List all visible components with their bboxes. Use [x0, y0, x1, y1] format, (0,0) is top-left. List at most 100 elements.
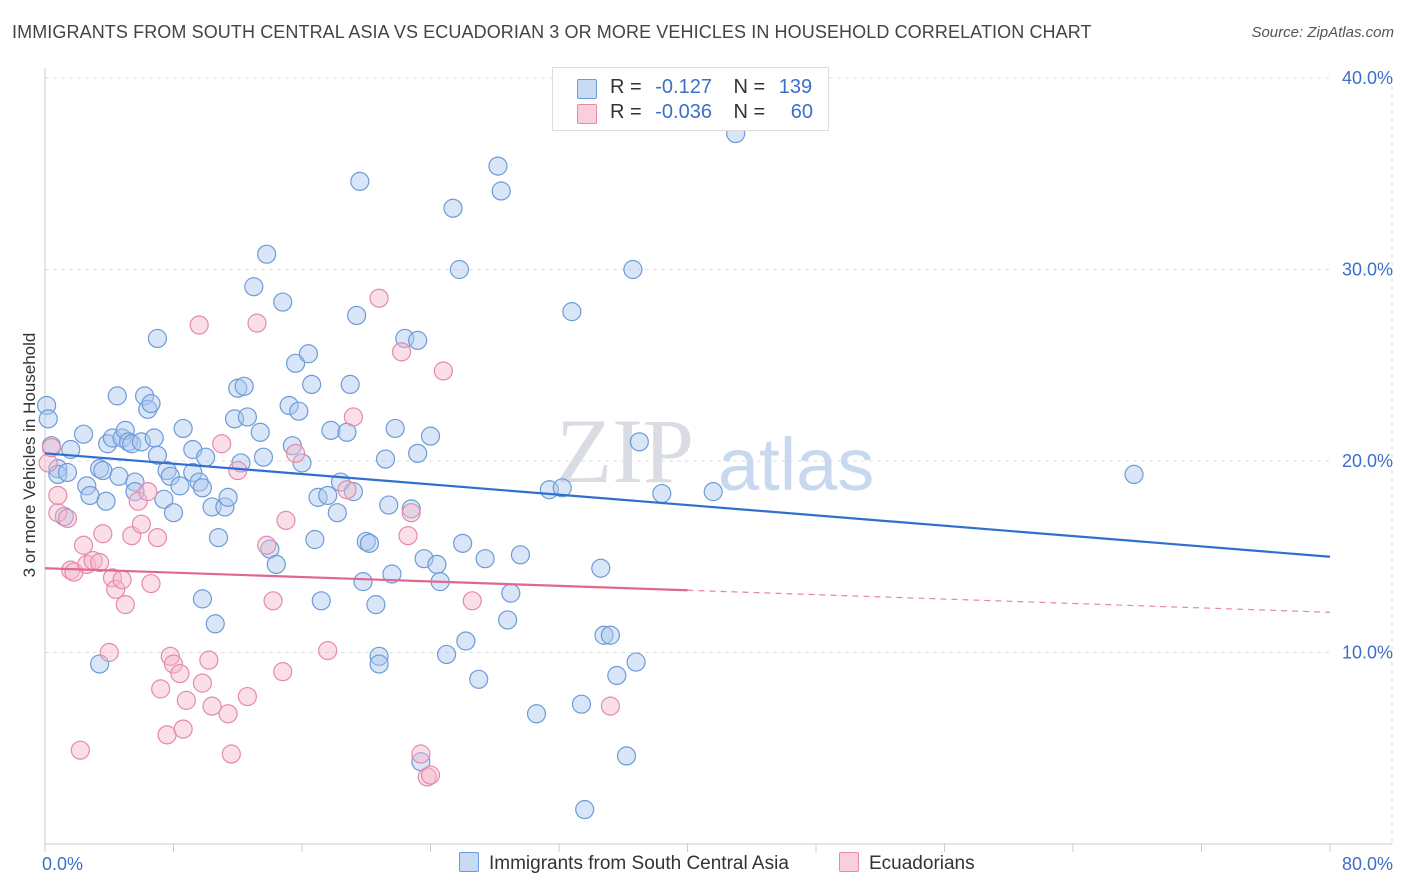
pink-trend-line — [44, 567, 688, 592]
blue-point-125 — [652, 483, 672, 504]
pink-point-25 — [157, 725, 177, 745]
blue-point-1 — [38, 409, 58, 429]
blue-point-67 — [302, 374, 322, 394]
blue-point-110 — [510, 545, 531, 565]
blue-point-89 — [385, 418, 405, 439]
blue-point-102 — [453, 533, 473, 553]
pink-point-50 — [391, 342, 412, 362]
pink-point-46 — [318, 640, 338, 661]
pink-point-14 — [102, 568, 123, 588]
legend-row-pink: R = -0.036 N = 60 — [553, 101, 828, 125]
blue-point-121 — [616, 746, 637, 766]
legend-row-blue: R = -0.127 N = 139 — [553, 76, 828, 100]
blue-point-31 — [147, 328, 168, 349]
pink-point-30 — [176, 690, 196, 710]
blue-point-59 — [266, 554, 286, 575]
pink-point-39 — [237, 686, 257, 707]
pink-point-13 — [99, 642, 119, 663]
blue-point-55 — [250, 422, 270, 442]
blue-point-43 — [196, 447, 216, 467]
blue-point-14 — [96, 491, 116, 511]
pink-point-48 — [343, 407, 363, 427]
blue-point-101 — [449, 259, 470, 280]
blue-point-33 — [157, 460, 177, 481]
blue-point-56 — [253, 447, 274, 467]
pink-point-22 — [141, 573, 161, 594]
pink-point-33 — [199, 650, 219, 670]
legend-pink-n-value: 60 — [790, 101, 814, 123]
blue-point-5 — [57, 462, 78, 483]
series-legend-pink-swatch — [839, 852, 859, 872]
pink-point-37 — [221, 744, 241, 764]
blue-point-103 — [456, 631, 476, 651]
blue-point-29 — [144, 428, 164, 448]
blue-point-54 — [244, 277, 264, 297]
x-tick-label-0: 0.0% — [42, 854, 83, 874]
blue-point-113 — [552, 478, 572, 498]
pink-point-41 — [257, 535, 277, 555]
watermark-atlas: atlas — [718, 423, 874, 506]
pink-point-20 — [131, 514, 151, 534]
blue-point-78 — [347, 305, 367, 326]
blue-point-69 — [308, 487, 328, 507]
series-legend: Immigrants from South Central Asia Ecuad… — [0, 852, 1406, 876]
correlation-legend: R = -0.127 N = 139 R = -0.036 N = 60 — [552, 67, 829, 131]
blue-point-60 — [273, 292, 293, 312]
blue-point-81 — [356, 531, 376, 552]
pink-point-58 — [600, 696, 621, 716]
blue-point-76 — [340, 374, 360, 394]
x-tick-label-1: 80.0% — [1342, 854, 1393, 874]
blue-point-12 — [93, 460, 113, 481]
y-axis-title: 3 or more Vehicles in Household — [20, 332, 39, 578]
legend-blue-r-value: -0.127 — [655, 76, 712, 98]
pink-point-34 — [202, 696, 222, 716]
pink-point-54 — [417, 767, 437, 787]
series-legend-blue-swatch — [459, 852, 479, 872]
legend-pink-r-label: R = — [610, 101, 642, 123]
blue-point-109 — [501, 583, 521, 603]
blue-point-51 — [231, 453, 251, 473]
blue-point-100 — [443, 198, 463, 218]
blue-point-96 — [420, 426, 441, 446]
y-tick-label-3: 40.0% — [1342, 68, 1393, 88]
pink-point-27 — [163, 654, 184, 674]
blue-point-99 — [436, 644, 457, 665]
blue-point-28 — [141, 393, 161, 414]
pink-trend-line-extension — [687, 589, 1331, 613]
series-legend-blue: Immigrants from South Central Asia — [459, 852, 789, 875]
blue-point-10 — [80, 485, 100, 506]
pink-point-29 — [173, 719, 193, 739]
blue-point-83 — [366, 595, 386, 615]
pink-point-15 — [106, 579, 126, 599]
blue-point-117 — [591, 558, 611, 578]
series-legend-pink-label: Ecuadorians — [869, 853, 975, 874]
y-tick-label-0: 10.0% — [1342, 643, 1393, 663]
pink-point-26 — [160, 646, 180, 666]
legend-blue-n-value: 139 — [778, 76, 813, 98]
pink-point-23 — [147, 527, 168, 548]
legend-pink-n-label: N = — [733, 101, 766, 123]
blue-point-46 — [208, 527, 229, 548]
blue-point-85 — [369, 654, 389, 674]
blue-point-22 — [122, 434, 142, 454]
pink-point-44 — [276, 510, 296, 530]
blue-point-115 — [571, 694, 592, 714]
blue-point-36 — [170, 476, 190, 496]
blue-point-111 — [526, 704, 547, 724]
y-tick-label-2: 30.0% — [1342, 260, 1393, 280]
blue-point-84 — [369, 646, 389, 666]
blue-point-93 — [408, 443, 428, 463]
blue-point-17 — [107, 386, 127, 406]
blue-point-41 — [192, 478, 213, 498]
y-tick-label-1: 20.0% — [1342, 451, 1393, 471]
pink-point-38 — [228, 460, 248, 481]
pink-point-16 — [112, 570, 132, 590]
blue-point-104 — [469, 669, 489, 689]
pink-point-53 — [411, 744, 431, 764]
blue-point-68 — [305, 529, 325, 550]
blue-point-82 — [359, 533, 380, 553]
blue-point-120 — [607, 665, 627, 686]
series-legend-pink: Ecuadorians — [839, 852, 975, 875]
blue-point-40 — [189, 472, 209, 492]
